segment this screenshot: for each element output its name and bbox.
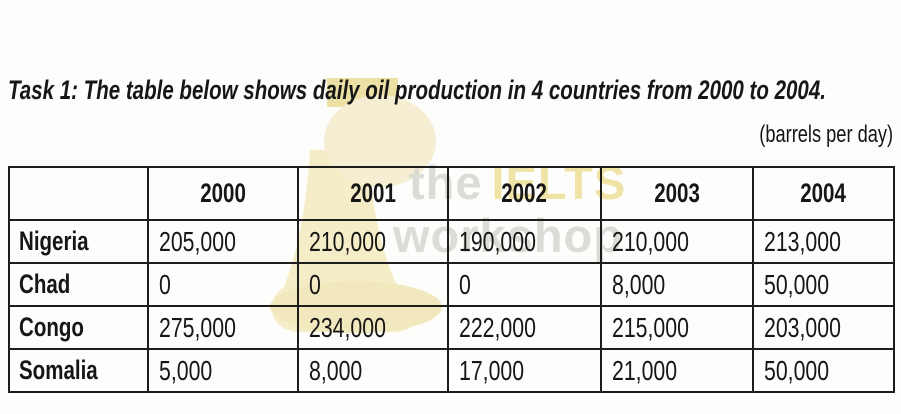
data-cell: 0 bbox=[447, 262, 602, 307]
data-cell: 234,000 bbox=[297, 305, 449, 350]
data-cell: 215,000 bbox=[600, 305, 754, 350]
table-header-row: 2000 2001 2002 2003 2004 bbox=[8, 166, 895, 221]
col-header-empty bbox=[8, 166, 149, 221]
data-cell: 0 bbox=[297, 262, 449, 307]
row-header-congo: Congo bbox=[8, 305, 149, 350]
data-cell: 210,000 bbox=[297, 219, 449, 264]
data-cell: 0 bbox=[147, 262, 299, 307]
table-row-chad: Chad 0 0 0 8,000 50,000 bbox=[8, 262, 895, 307]
table-row-nigeria: Nigeria 205,000 210,000 190,000 210,000 … bbox=[8, 219, 895, 264]
data-cell: 50,000 bbox=[752, 348, 895, 393]
data-cell: 21,000 bbox=[600, 348, 754, 393]
task-title-text: Task 1: The table below shows daily oil … bbox=[8, 75, 826, 105]
col-header-2000: 2000 bbox=[147, 166, 299, 221]
col-header-2004: 2004 bbox=[752, 166, 895, 221]
row-header-chad: Chad bbox=[8, 262, 149, 307]
data-cell: 203,000 bbox=[752, 305, 895, 350]
oil-production-table: 2000 2001 2002 2003 2004 Nigeria 205,000… bbox=[8, 166, 895, 393]
data-cell: 8,000 bbox=[600, 262, 754, 307]
data-cell: 222,000 bbox=[447, 305, 602, 350]
data-cell: 5,000 bbox=[147, 348, 299, 393]
data-cell: 50,000 bbox=[752, 262, 895, 307]
data-cell: 213,000 bbox=[752, 219, 895, 264]
data-cell: 190,000 bbox=[447, 219, 602, 264]
data-cell: 210,000 bbox=[600, 219, 754, 264]
data-cell: 8,000 bbox=[297, 348, 449, 393]
table-row-congo: Congo 275,000 234,000 222,000 215,000 20… bbox=[8, 305, 895, 350]
row-header-somalia: Somalia bbox=[8, 348, 149, 393]
unit-label-text: (barrels per day) bbox=[759, 121, 893, 148]
col-header-2001: 2001 bbox=[297, 166, 449, 221]
logo-head-shape bbox=[324, 95, 436, 187]
table-row-somalia: Somalia 5,000 8,000 17,000 21,000 50,000 bbox=[8, 348, 895, 393]
unit-label: (barrels per day) bbox=[717, 121, 893, 149]
col-header-2002: 2002 bbox=[447, 166, 602, 221]
data-cell: 17,000 bbox=[447, 348, 602, 393]
col-header-2003: 2003 bbox=[600, 166, 754, 221]
data-cell: 275,000 bbox=[147, 305, 299, 350]
data-cell: 205,000 bbox=[147, 219, 299, 264]
row-header-nigeria: Nigeria bbox=[8, 219, 149, 264]
task-title: Task 1: The table below shows daily oil … bbox=[8, 75, 901, 106]
